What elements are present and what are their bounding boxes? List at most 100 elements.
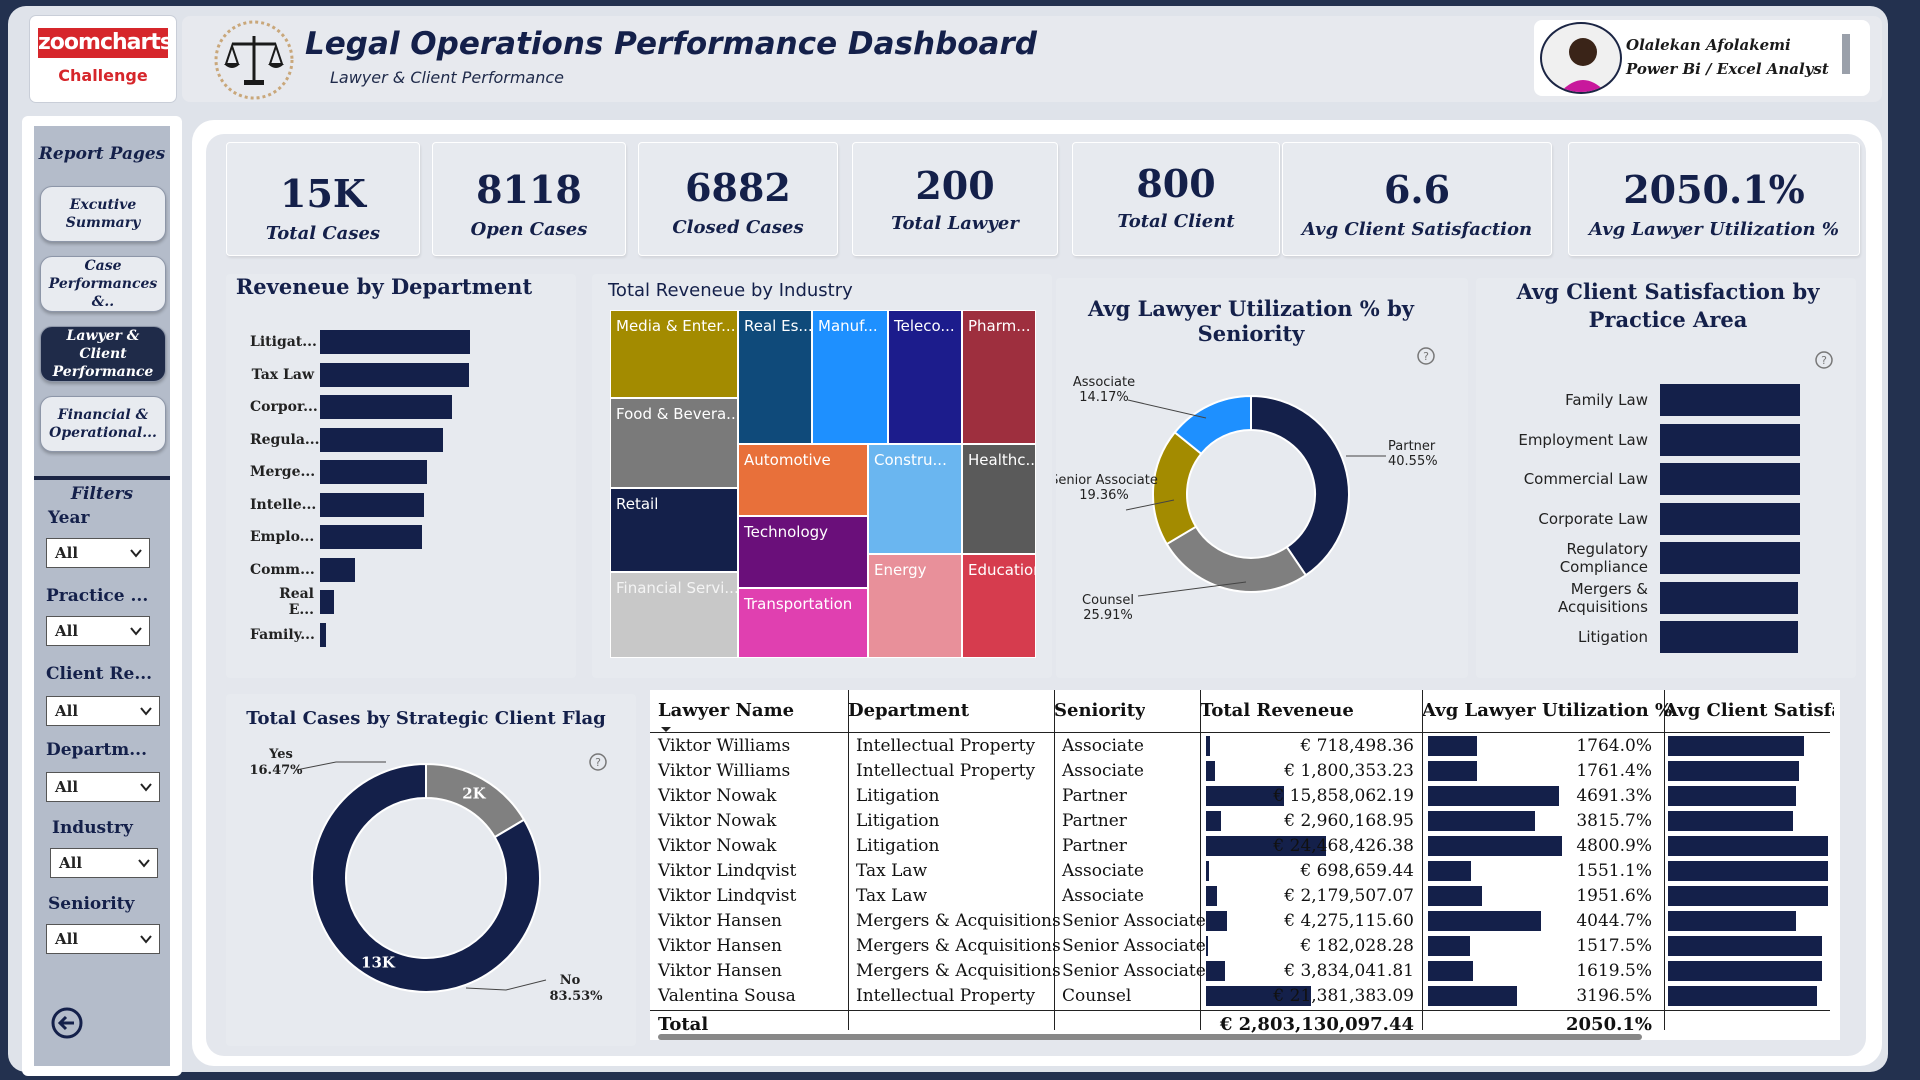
treemap-tile-label: Financial Servi... xyxy=(616,579,738,597)
table-header-4[interactable]: Avg Lawyer Utilization % xyxy=(1422,700,1673,721)
table-header-5[interactable]: Avg Client Satisfact xyxy=(1664,700,1834,721)
treemap-tile[interactable]: Automotive xyxy=(738,444,868,516)
revenue-bar xyxy=(1206,861,1210,881)
filter-year-select[interactable]: All xyxy=(46,538,150,568)
table-header-0[interactable]: Lawyer Name xyxy=(658,700,795,721)
treemap-tile[interactable]: Technology xyxy=(738,516,868,588)
treemap-tile-label: Energy xyxy=(874,561,927,579)
table-cell-seniority: Senior Associate xyxy=(1062,936,1206,956)
treemap-tile[interactable]: Retail xyxy=(610,488,738,572)
dept-bar[interactable] xyxy=(320,492,424,517)
filter-industry-select[interactable]: All xyxy=(50,848,158,878)
table-h-scrollbar[interactable] xyxy=(658,1034,1642,1040)
practice-bar[interactable] xyxy=(1660,581,1798,614)
treemap-tile[interactable]: Education xyxy=(962,554,1036,658)
nav-case-performances[interactable]: Case Performances &.. xyxy=(40,256,166,312)
table-row[interactable]: Valentina Sousa Intellectual Property Coun… xyxy=(650,984,1830,1008)
dept-bar-row: Emplo... xyxy=(250,525,422,549)
treemap-tile[interactable]: Constru... xyxy=(868,444,962,554)
leader-line xyxy=(465,979,547,991)
help-icon[interactable]: ? xyxy=(588,752,608,772)
practice-bar[interactable] xyxy=(1660,621,1798,653)
dept-bar-row: Comm... xyxy=(250,557,355,582)
treemap-tile[interactable]: Financial Servi... xyxy=(610,572,738,658)
slice-legend-text: Yes xyxy=(268,747,293,762)
treemap-tile[interactable]: Pharm... xyxy=(962,310,1036,444)
nav-financial-operational[interactable]: Financial & Operational... xyxy=(40,396,166,452)
dept-bar[interactable] xyxy=(320,362,469,387)
table-row[interactable]: Viktor Nowak Litigation Partner € 24,468,42… xyxy=(650,834,1830,858)
table-cell-name: Viktor Williams xyxy=(658,736,791,756)
satisfaction-bar xyxy=(1668,936,1822,956)
nav-lawyer-client-performance[interactable]: Lawyer & Client Performance xyxy=(40,326,166,382)
table-row[interactable]: Viktor Lindqvist Tax Law Associate € 2,179,… xyxy=(650,884,1830,908)
table-cell-revenue: € 21,381,383.09 xyxy=(1273,986,1414,1006)
nav-executive-summary[interactable]: Excutive Summary xyxy=(40,186,166,242)
table-row[interactable]: Viktor Hansen Mergers & Acquisitions Senio… xyxy=(650,959,1830,983)
filter-seniority-select[interactable]: All xyxy=(46,924,160,954)
dept-bar[interactable] xyxy=(320,525,422,549)
donut-slice[interactable] xyxy=(1250,394,1350,577)
treemap-tile[interactable]: Manuf... xyxy=(812,310,888,444)
table-header-2[interactable]: Seniority xyxy=(1054,700,1146,721)
treemap-tile[interactable]: Real Es... xyxy=(738,310,812,444)
column-divider xyxy=(1422,690,1423,1030)
dept-bar[interactable] xyxy=(320,330,470,354)
table-cell-utilization: 4044.7% xyxy=(1576,911,1652,931)
svg-text:?: ? xyxy=(1821,354,1827,367)
help-icon[interactable]: ? xyxy=(1814,350,1834,370)
sort-desc-icon[interactable] xyxy=(660,726,672,734)
table-row[interactable]: Viktor Hansen Mergers & Acquisitions Senio… xyxy=(650,909,1830,933)
filter-department-value: All xyxy=(55,778,79,796)
donut-slice[interactable] xyxy=(311,762,541,993)
filter-client-select[interactable]: All xyxy=(46,696,160,726)
table-header-1[interactable]: Department xyxy=(848,700,970,721)
practice-bar[interactable] xyxy=(1660,502,1800,535)
dept-bar[interactable] xyxy=(320,590,334,614)
table-row[interactable]: Viktor Williams Intellectual Property Asso… xyxy=(650,734,1830,758)
treemap-tile[interactable]: Food & Bevera... xyxy=(610,398,738,488)
table-row[interactable]: Viktor Nowak Litigation Partner € 15,858,06… xyxy=(650,784,1830,808)
svg-text:?: ? xyxy=(1423,350,1429,363)
dept-bar[interactable] xyxy=(320,460,427,484)
slice-pct: 19.36% xyxy=(1079,488,1129,503)
table-cell-name: Viktor Hansen xyxy=(658,936,782,956)
practice-bar[interactable] xyxy=(1660,423,1800,456)
filter-practice-select[interactable]: All xyxy=(46,616,150,646)
table-header-3[interactable]: Total Reveneue xyxy=(1200,700,1354,721)
dept-bar[interactable] xyxy=(320,427,443,452)
table-row[interactable]: Viktor Nowak Litigation Partner € 2,960,168… xyxy=(650,809,1830,833)
table-row[interactable]: Viktor Williams Intellectual Property Asso… xyxy=(650,759,1830,783)
report-pages-title: Report Pages xyxy=(38,144,166,164)
dept-bar-row: Family... xyxy=(250,622,326,647)
table-cell-utilization: 4691.3% xyxy=(1576,786,1652,806)
donut-slice[interactable] xyxy=(1173,394,1252,456)
dept-bar[interactable] xyxy=(320,622,326,647)
table-cell-name: Viktor Nowak xyxy=(658,811,777,831)
treemap-tile[interactable]: Media & Enter... xyxy=(610,310,738,398)
filter-client-value: All xyxy=(55,702,79,720)
treemap-tile-label: Media & Enter... xyxy=(616,317,736,335)
dept-bar[interactable] xyxy=(320,395,452,419)
sidebar-divider xyxy=(34,476,170,480)
slice-legend-text: No xyxy=(560,973,581,988)
filter-industry-label: Industry xyxy=(52,818,133,838)
practice-bar[interactable] xyxy=(1660,384,1800,416)
table-row[interactable]: Viktor Lindqvist Tax Law Associate € 698,65… xyxy=(650,859,1830,883)
table-row[interactable]: Viktor Hansen Mergers & Acquisitions Senio… xyxy=(650,934,1830,958)
treemap-tile[interactable]: Transportation xyxy=(738,588,868,658)
dept-bar[interactable] xyxy=(320,557,355,582)
treemap-tile[interactable]: Energy xyxy=(868,554,962,658)
treemap-tile[interactable]: Teleco... xyxy=(888,310,962,444)
table-cell-utilization: 1619.5% xyxy=(1576,961,1652,981)
practice-bar[interactable] xyxy=(1660,542,1800,574)
author-scrollbar[interactable] xyxy=(1842,34,1850,74)
help-icon[interactable]: ? xyxy=(1416,346,1436,366)
back-arrow-icon[interactable] xyxy=(50,1006,84,1040)
donut-slice[interactable] xyxy=(1165,525,1308,593)
table-cell-name: Viktor Lindqvist xyxy=(658,861,797,881)
practice-bar[interactable] xyxy=(1660,463,1800,495)
treemap-tile[interactable]: Healthc... xyxy=(962,444,1036,554)
filter-department-select[interactable]: All xyxy=(46,772,160,802)
